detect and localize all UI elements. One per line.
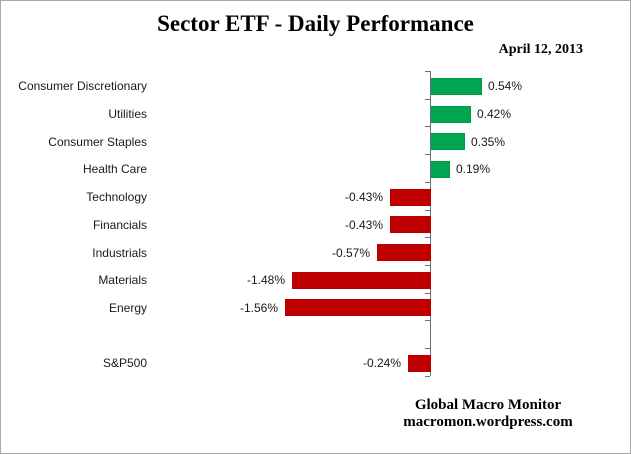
category-label: Technology <box>86 190 147 205</box>
chart-date: April 12, 2013 <box>498 42 583 57</box>
category-label: Consumer Discretionary <box>18 79 147 94</box>
footer-url: macromon.wordpress.com <box>403 414 573 430</box>
bar-financials <box>390 216 431 234</box>
axis-tick <box>425 154 430 155</box>
value-label: 0.54% <box>488 79 523 94</box>
bar-energy <box>285 299 431 317</box>
value-label: -1.48% <box>246 273 285 288</box>
value-label: -0.43% <box>344 217 383 232</box>
footer-source: Global Macro Monitor <box>414 397 562 413</box>
value-label: -0.24% <box>362 356 401 371</box>
category-label: Health Care <box>82 162 147 177</box>
axis-tick <box>425 293 430 294</box>
axis-tick <box>425 237 430 238</box>
footer: Global Macro Monitor macromon.wordpress.… <box>338 397 630 431</box>
category-label: Consumer Staples <box>48 134 147 149</box>
bar-s-p500 <box>408 354 431 372</box>
axis-tick <box>425 182 430 183</box>
value-label: 0.19% <box>456 162 491 177</box>
axis-tick <box>425 210 430 211</box>
category-label: S&P500 <box>102 356 147 371</box>
bar-materials <box>292 271 431 289</box>
axis-tick <box>425 71 430 72</box>
axis-tick <box>425 376 430 377</box>
chart-title: Sector ETF - Daily Performance <box>157 11 474 36</box>
axis-tick <box>425 265 430 266</box>
axis-tick <box>425 99 430 100</box>
value-label: -0.57% <box>331 245 370 260</box>
value-label: -0.43% <box>344 190 383 205</box>
category-label: Energy <box>108 300 147 315</box>
bar-consumer-discretionary <box>431 77 482 95</box>
axis-tick <box>425 126 430 127</box>
bar-utilities <box>431 105 471 123</box>
value-label: -1.56% <box>239 300 278 315</box>
category-label: Utilities <box>108 107 147 122</box>
category-label: Materials <box>98 273 147 288</box>
value-label: 0.42% <box>477 107 512 122</box>
value-label: 0.35% <box>471 134 506 149</box>
bar-health-care <box>431 160 450 178</box>
axis-tick <box>425 320 430 321</box>
bar-industrials <box>377 244 431 262</box>
category-label: Financials <box>92 217 147 232</box>
category-label: Industrials <box>92 245 147 260</box>
bar-technology <box>390 188 431 206</box>
bar-consumer-staples <box>431 133 465 151</box>
axis-tick <box>425 348 430 349</box>
